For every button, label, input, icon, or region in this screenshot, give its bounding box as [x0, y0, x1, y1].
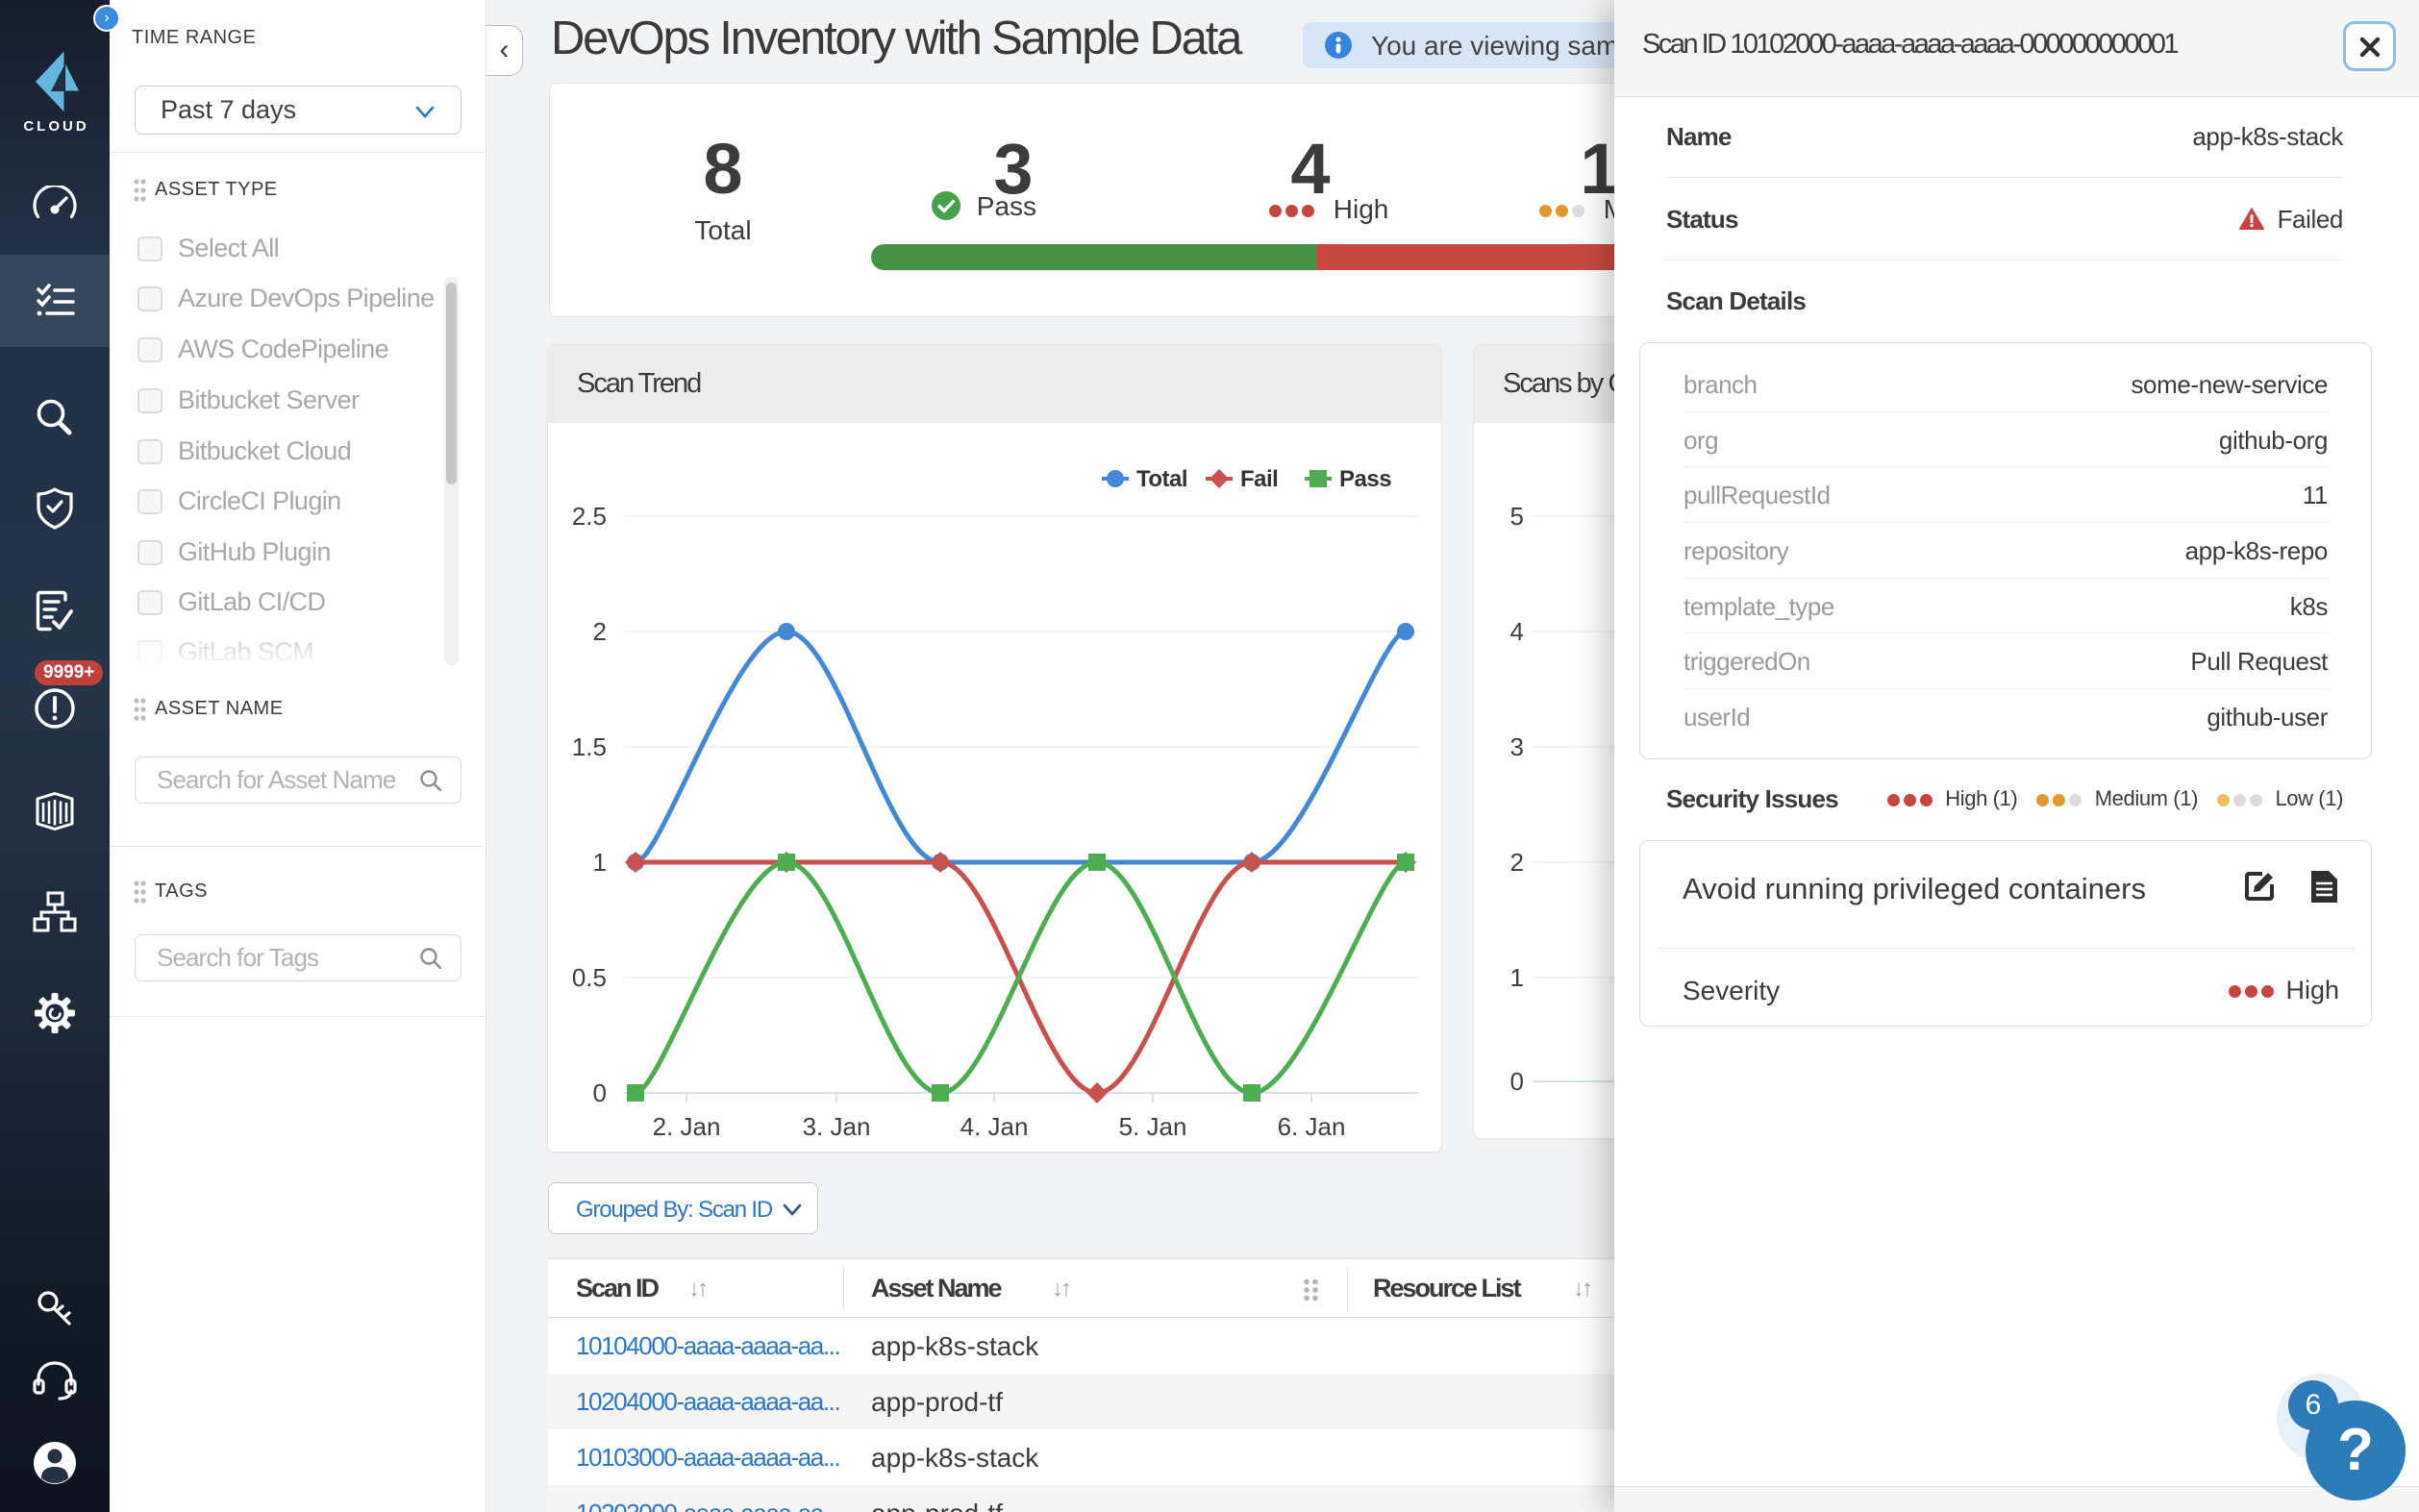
- svg-text:1: 1: [593, 848, 607, 877]
- svg-text:Pass: Pass: [1339, 466, 1391, 492]
- svg-text:4: 4: [1510, 617, 1524, 646]
- svg-text:5. Jan: 5. Jan: [1119, 1112, 1187, 1141]
- svg-text:3: 3: [1510, 732, 1524, 761]
- svg-text:1.5: 1.5: [572, 732, 607, 761]
- svg-text:2: 2: [1510, 848, 1524, 877]
- svg-text:0.5: 0.5: [572, 963, 607, 992]
- svg-text:2. Jan: 2. Jan: [653, 1112, 721, 1141]
- svg-text:5: 5: [1510, 502, 1524, 531]
- svg-text:6. Jan: 6. Jan: [1278, 1112, 1346, 1141]
- svg-text:0: 0: [593, 1078, 607, 1107]
- svg-text:4. Jan: 4. Jan: [960, 1112, 1029, 1141]
- svg-text:0: 0: [1510, 1067, 1524, 1096]
- svg-text:Fail: Fail: [1240, 466, 1278, 492]
- svg-text:Total: Total: [1136, 466, 1187, 492]
- svg-text:2: 2: [593, 617, 607, 646]
- svg-text:3. Jan: 3. Jan: [803, 1112, 871, 1141]
- svg-text:1: 1: [1510, 963, 1524, 992]
- svg-text:2.5: 2.5: [572, 502, 607, 531]
